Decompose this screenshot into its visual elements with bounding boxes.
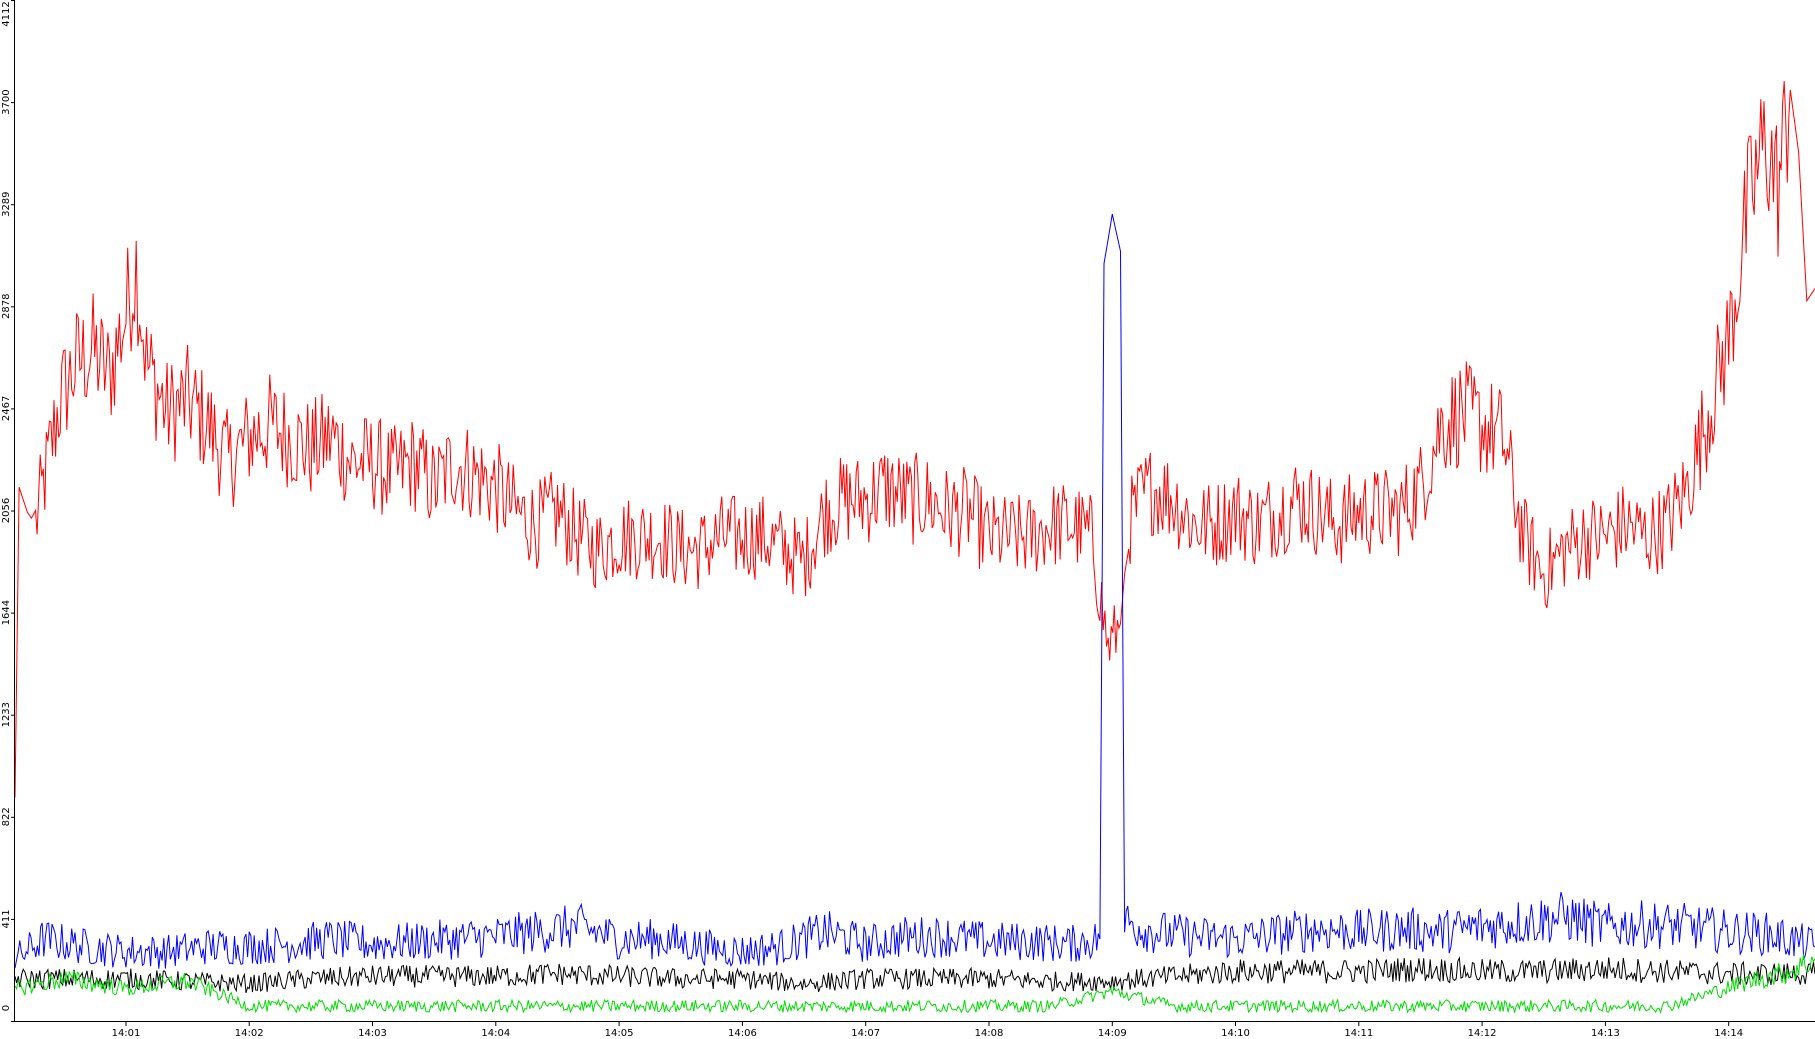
x-tick-label: 14:06 xyxy=(728,1028,757,1039)
x-tick-label: 14:11 xyxy=(1344,1028,1373,1039)
x-tick-label: 14:01 xyxy=(112,1028,141,1039)
x-tick-label: 14:02 xyxy=(235,1028,264,1039)
x-tick-layer: 14:01 14:02 14:03 14:04 14:05 14:06 14:07 14:08… xyxy=(112,1021,1743,1039)
x-tick-label: 14:04 xyxy=(481,1028,510,1039)
series-line-1 xyxy=(14,81,1815,798)
x-tick-label: 14:12 xyxy=(1468,1028,1497,1039)
y-tick-label: 3289 xyxy=(1,191,12,216)
x-tick-label: 14:07 xyxy=(851,1028,880,1039)
y-tick-label: 822 xyxy=(1,807,12,826)
series-line-3 xyxy=(14,956,1815,994)
series-line-2 xyxy=(14,213,1815,969)
y-tick-label: 3700 xyxy=(1,89,12,114)
series-line-4 xyxy=(14,954,1815,1015)
y-tick-label: 1644 xyxy=(1,600,12,625)
x-tick-label: 14:05 xyxy=(605,1028,634,1039)
x-tick-label: 14:03 xyxy=(358,1028,387,1039)
y-tick-label: 2467 xyxy=(1,396,12,421)
y-tick-label: 4112 xyxy=(1,1,12,26)
series-layer xyxy=(14,81,1815,1015)
y-tick-layer: 0 411 822 1233 1644 2056 2467 2878 3289 3700 4112 xyxy=(1,0,15,1022)
x-tick-label: 14:08 xyxy=(975,1028,1004,1039)
y-tick-label: 2056 xyxy=(1,498,12,523)
x-tick-label: 14:10 xyxy=(1221,1028,1250,1039)
y-tick-label: 0 xyxy=(1,1005,12,1011)
x-tick-label: 14:13 xyxy=(1591,1028,1620,1039)
x-tick-label: 14:09 xyxy=(1098,1028,1127,1039)
x-tick-label: 14:14 xyxy=(1714,1028,1743,1039)
y-tick-label: 411 xyxy=(1,909,12,928)
y-tick-label: 1233 xyxy=(1,702,12,727)
y-tick-label: 2878 xyxy=(1,294,12,319)
